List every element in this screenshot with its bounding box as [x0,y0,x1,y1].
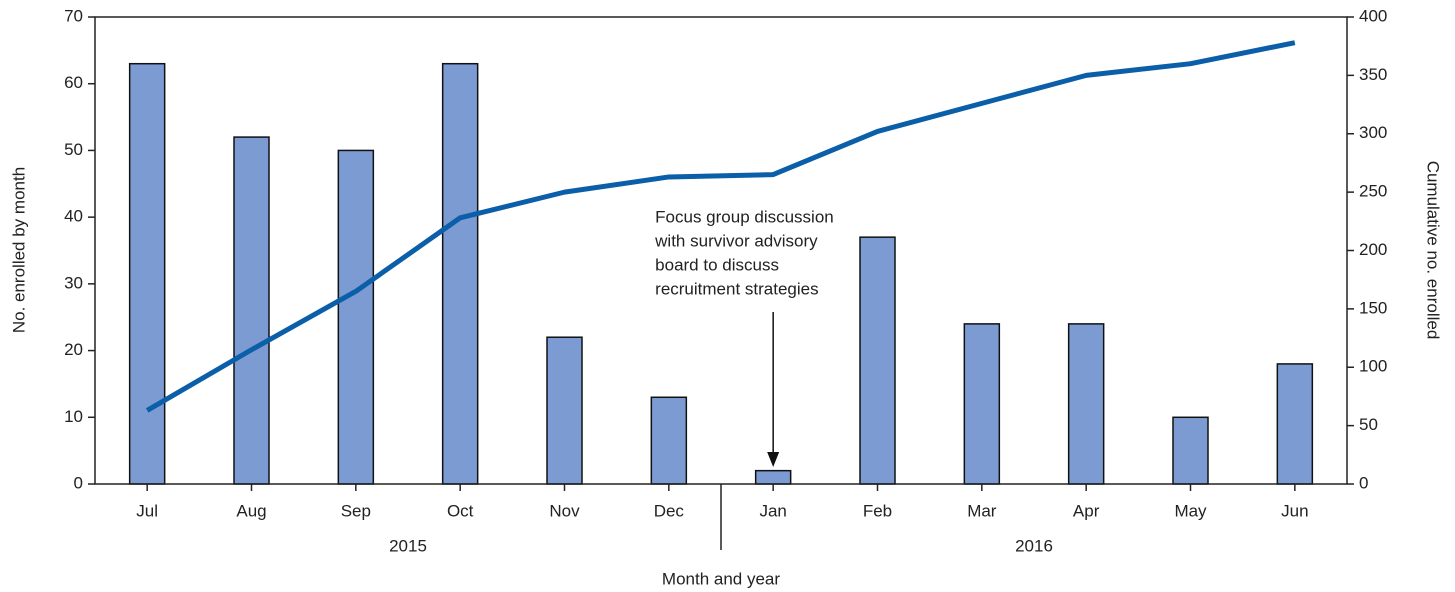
x-tick-label: Nov [549,501,580,520]
bar [1067,323,1105,485]
y2-tick-label: 200 [1359,240,1387,259]
x-tick-label: Mar [967,501,997,520]
x-axis-label: Month and year [662,569,780,588]
y-tick-label: 10 [64,407,83,426]
bar [859,236,896,485]
bar [337,149,375,485]
y-tick-label: 70 [64,6,83,25]
y-axis-label: No. enrolled by month [9,167,28,333]
x-tick-label: Sep [341,501,371,520]
bar [233,136,270,485]
bar [128,62,166,485]
bar [441,62,479,485]
y-tick-label: 40 [64,207,83,226]
bar [963,323,1001,485]
x-tick-label: Feb [863,501,892,520]
y-tick-label: 30 [64,273,83,292]
bar [1172,416,1209,485]
y-tick-label: 20 [64,340,83,359]
x-tick-label: Dec [654,501,685,520]
y2-tick-label: 300 [1359,123,1387,142]
y-tick-label: 60 [64,73,83,92]
x-tick-label: May [1174,501,1207,520]
y2-tick-label: 100 [1359,357,1387,376]
y2-tick-label: 400 [1359,6,1387,25]
y2-tick-label: 250 [1359,182,1387,201]
y2-tick-label: 350 [1359,65,1387,84]
y2-tick-label: 50 [1359,415,1378,434]
y2-axis-label: Cumulative no. enrolled [1424,161,1443,340]
y2-tick-label: 0 [1359,473,1368,492]
bar [1276,363,1314,485]
year-label: 2016 [1015,536,1053,555]
bar [650,396,688,485]
annotation: board to discuss [655,255,779,274]
x-tick-label: Aug [236,501,266,520]
cumulative-line [145,40,1296,413]
y2-tick-label: 150 [1359,298,1387,317]
x-tick-label: Jul [136,501,158,520]
plot-frame [94,16,1348,485]
annotation: recruitment strategies [655,279,818,298]
annotation: with survivor advisory [654,231,818,250]
x-tick-label: Jun [1281,501,1308,520]
bar [546,336,583,485]
y-tick-label: 50 [64,140,83,159]
year-label: 2015 [389,536,427,555]
bar [754,469,792,485]
y-tick-label: 0 [74,473,83,492]
x-tick-label: Oct [447,501,474,520]
x-tick-label: Jan [759,501,786,520]
annotation: Focus group discussion [655,207,834,226]
annotation-arrowhead [767,452,780,467]
x-tick-label: Apr [1073,501,1100,520]
